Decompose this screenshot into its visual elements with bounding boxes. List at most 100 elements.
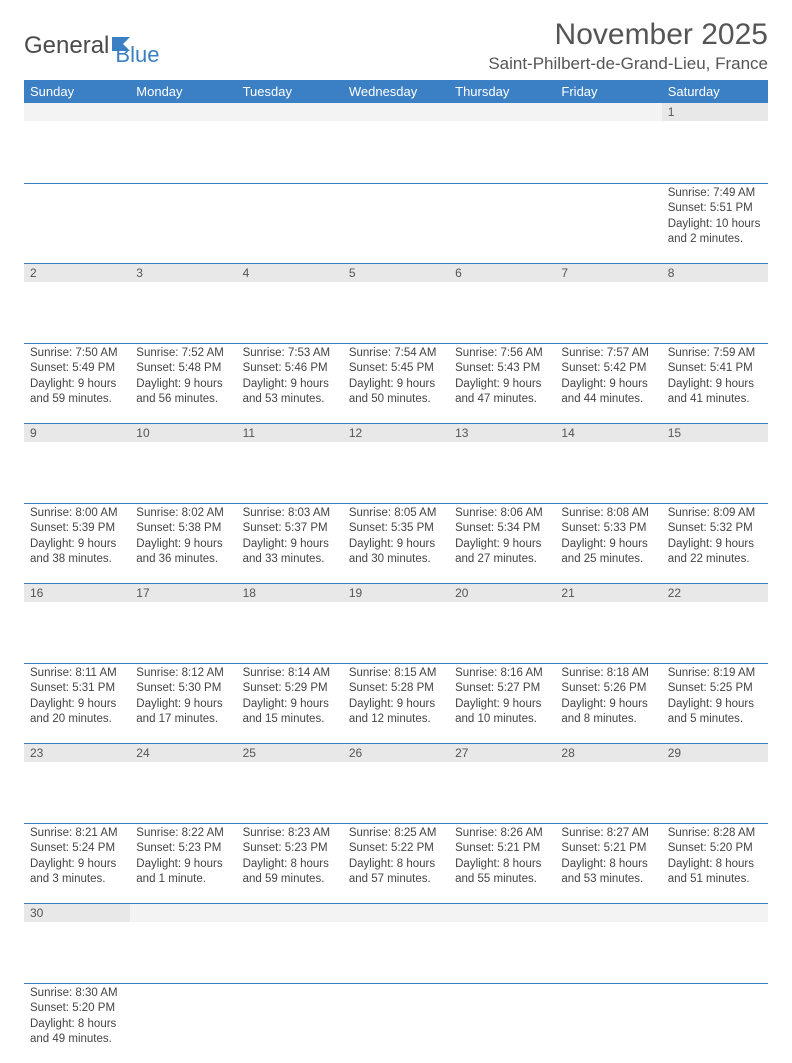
day-number: 29 — [662, 744, 768, 762]
calendar-cell: Sunrise: 7:54 AMSunset: 5:45 PMDaylight:… — [343, 343, 449, 423]
calendar-cell: Sunrise: 8:19 AMSunset: 5:25 PMDaylight:… — [662, 663, 768, 743]
sunset-text: Sunset: 5:28 PM — [349, 681, 443, 697]
sunrise-text: Sunrise: 7:53 AM — [243, 346, 337, 362]
calendar-cell: Sunrise: 8:15 AMSunset: 5:28 PMDaylight:… — [343, 663, 449, 743]
sunset-text: Sunset: 5:23 PM — [243, 841, 337, 857]
sunrise-text: Sunrise: 7:59 AM — [668, 346, 762, 362]
day-number: 15 — [662, 424, 768, 442]
calendar-cell: Sunrise: 8:23 AMSunset: 5:23 PMDaylight:… — [237, 823, 343, 903]
daylight-text: Daylight: 10 hours and 2 minutes. — [668, 217, 762, 248]
calendar-cell: Sunrise: 8:22 AMSunset: 5:23 PMDaylight:… — [130, 823, 236, 903]
sunrise-text: Sunrise: 7:49 AM — [668, 186, 762, 202]
daylight-text: Daylight: 9 hours and 20 minutes. — [30, 697, 124, 728]
weekday-header: Saturday — [662, 80, 768, 103]
day-number: 9 — [24, 424, 130, 442]
sunset-text: Sunset: 5:39 PM — [30, 521, 124, 537]
day-number: 1 — [662, 103, 768, 121]
day-number: 20 — [449, 584, 555, 602]
weekday-header-row: SundayMondayTuesdayWednesdayThursdayFrid… — [24, 80, 768, 103]
sunrise-text: Sunrise: 8:02 AM — [136, 506, 230, 522]
daylight-text: Daylight: 9 hours and 30 minutes. — [349, 537, 443, 568]
calendar-cell: Sunrise: 8:27 AMSunset: 5:21 PMDaylight:… — [555, 823, 661, 903]
day-number: 16 — [24, 584, 130, 602]
calendar-cell — [662, 983, 768, 1063]
sunset-text: Sunset: 5:30 PM — [136, 681, 230, 697]
daylight-text: Daylight: 8 hours and 57 minutes. — [349, 857, 443, 888]
sunrise-text: Sunrise: 8:21 AM — [30, 826, 124, 842]
month-title: November 2025 — [488, 18, 768, 52]
daylight-text: Daylight: 9 hours and 10 minutes. — [455, 697, 549, 728]
day-number — [343, 904, 449, 922]
daylight-text: Daylight: 9 hours and 47 minutes. — [455, 377, 549, 408]
calendar-cell: Sunrise: 7:59 AMSunset: 5:41 PMDaylight:… — [662, 343, 768, 423]
day-number: 23 — [24, 744, 130, 762]
daylight-text: Daylight: 9 hours and 8 minutes. — [561, 697, 655, 728]
day-number — [555, 103, 661, 121]
daylight-text: Daylight: 9 hours and 36 minutes. — [136, 537, 230, 568]
calendar-cell: Sunrise: 8:26 AMSunset: 5:21 PMDaylight:… — [449, 823, 555, 903]
day-number: 4 — [237, 264, 343, 282]
calendar-cell — [555, 983, 661, 1063]
daylight-text: Daylight: 9 hours and 25 minutes. — [561, 537, 655, 568]
day-number: 2 — [24, 264, 130, 282]
calendar-cell: Sunrise: 8:14 AMSunset: 5:29 PMDaylight:… — [237, 663, 343, 743]
sunrise-text: Sunrise: 7:50 AM — [30, 346, 124, 362]
weekday-header: Tuesday — [237, 80, 343, 103]
daylight-text: Daylight: 9 hours and 17 minutes. — [136, 697, 230, 728]
calendar-cell — [130, 983, 236, 1063]
calendar-cell: Sunrise: 8:18 AMSunset: 5:26 PMDaylight:… — [555, 663, 661, 743]
day-number: 14 — [555, 424, 661, 442]
brand-logo: General Blue — [24, 24, 159, 68]
sunrise-text: Sunrise: 7:57 AM — [561, 346, 655, 362]
sunset-text: Sunset: 5:35 PM — [349, 521, 443, 537]
day-number: 12 — [343, 424, 449, 442]
calendar-cell — [237, 983, 343, 1063]
sunrise-text: Sunrise: 8:06 AM — [455, 506, 549, 522]
sunset-text: Sunset: 5:31 PM — [30, 681, 124, 697]
day-number — [24, 103, 130, 121]
daylight-text: Daylight: 9 hours and 38 minutes. — [30, 537, 124, 568]
daylight-text: Daylight: 8 hours and 59 minutes. — [243, 857, 337, 888]
daylight-text: Daylight: 9 hours and 15 minutes. — [243, 697, 337, 728]
sunrise-text: Sunrise: 8:27 AM — [561, 826, 655, 842]
day-number: 27 — [449, 744, 555, 762]
sunrise-text: Sunrise: 8:26 AM — [455, 826, 549, 842]
daylight-text: Daylight: 9 hours and 56 minutes. — [136, 377, 230, 408]
sunrise-text: Sunrise: 8:03 AM — [243, 506, 337, 522]
weekday-header: Friday — [555, 80, 661, 103]
sunset-text: Sunset: 5:22 PM — [349, 841, 443, 857]
calendar-cell: Sunrise: 8:05 AMSunset: 5:35 PMDaylight:… — [343, 503, 449, 583]
sunrise-text: Sunrise: 7:56 AM — [455, 346, 549, 362]
day-number: 25 — [237, 744, 343, 762]
sunrise-text: Sunrise: 8:19 AM — [668, 666, 762, 682]
day-number: 6 — [449, 264, 555, 282]
sunset-text: Sunset: 5:34 PM — [455, 521, 549, 537]
sunset-text: Sunset: 5:21 PM — [455, 841, 549, 857]
daylight-text: Daylight: 9 hours and 50 minutes. — [349, 377, 443, 408]
day-number: 28 — [555, 744, 661, 762]
sunrise-text: Sunrise: 8:00 AM — [30, 506, 124, 522]
sunrise-text: Sunrise: 7:54 AM — [349, 346, 443, 362]
daylight-text: Daylight: 9 hours and 33 minutes. — [243, 537, 337, 568]
sunset-text: Sunset: 5:26 PM — [561, 681, 655, 697]
weekday-header: Monday — [130, 80, 236, 103]
location: Saint-Philbert-de-Grand-Lieu, France — [488, 54, 768, 74]
daylight-text: Daylight: 9 hours and 22 minutes. — [668, 537, 762, 568]
sunrise-text: Sunrise: 8:23 AM — [243, 826, 337, 842]
sunset-text: Sunset: 5:23 PM — [136, 841, 230, 857]
sunset-text: Sunset: 5:46 PM — [243, 361, 337, 377]
day-number: 24 — [130, 744, 236, 762]
sunset-text: Sunset: 5:20 PM — [30, 1001, 124, 1017]
day-number — [449, 103, 555, 121]
calendar-cell — [343, 983, 449, 1063]
calendar-cell: Sunrise: 8:21 AMSunset: 5:24 PMDaylight:… — [24, 823, 130, 903]
calendar-cell: Sunrise: 8:16 AMSunset: 5:27 PMDaylight:… — [449, 663, 555, 743]
sunset-text: Sunset: 5:20 PM — [668, 841, 762, 857]
daylight-text: Daylight: 9 hours and 53 minutes. — [243, 377, 337, 408]
sunrise-text: Sunrise: 8:22 AM — [136, 826, 230, 842]
daylight-text: Daylight: 9 hours and 27 minutes. — [455, 537, 549, 568]
weekday-header: Wednesday — [343, 80, 449, 103]
calendar-cell: Sunrise: 8:02 AMSunset: 5:38 PMDaylight:… — [130, 503, 236, 583]
sunrise-text: Sunrise: 8:11 AM — [30, 666, 124, 682]
day-number — [237, 103, 343, 121]
